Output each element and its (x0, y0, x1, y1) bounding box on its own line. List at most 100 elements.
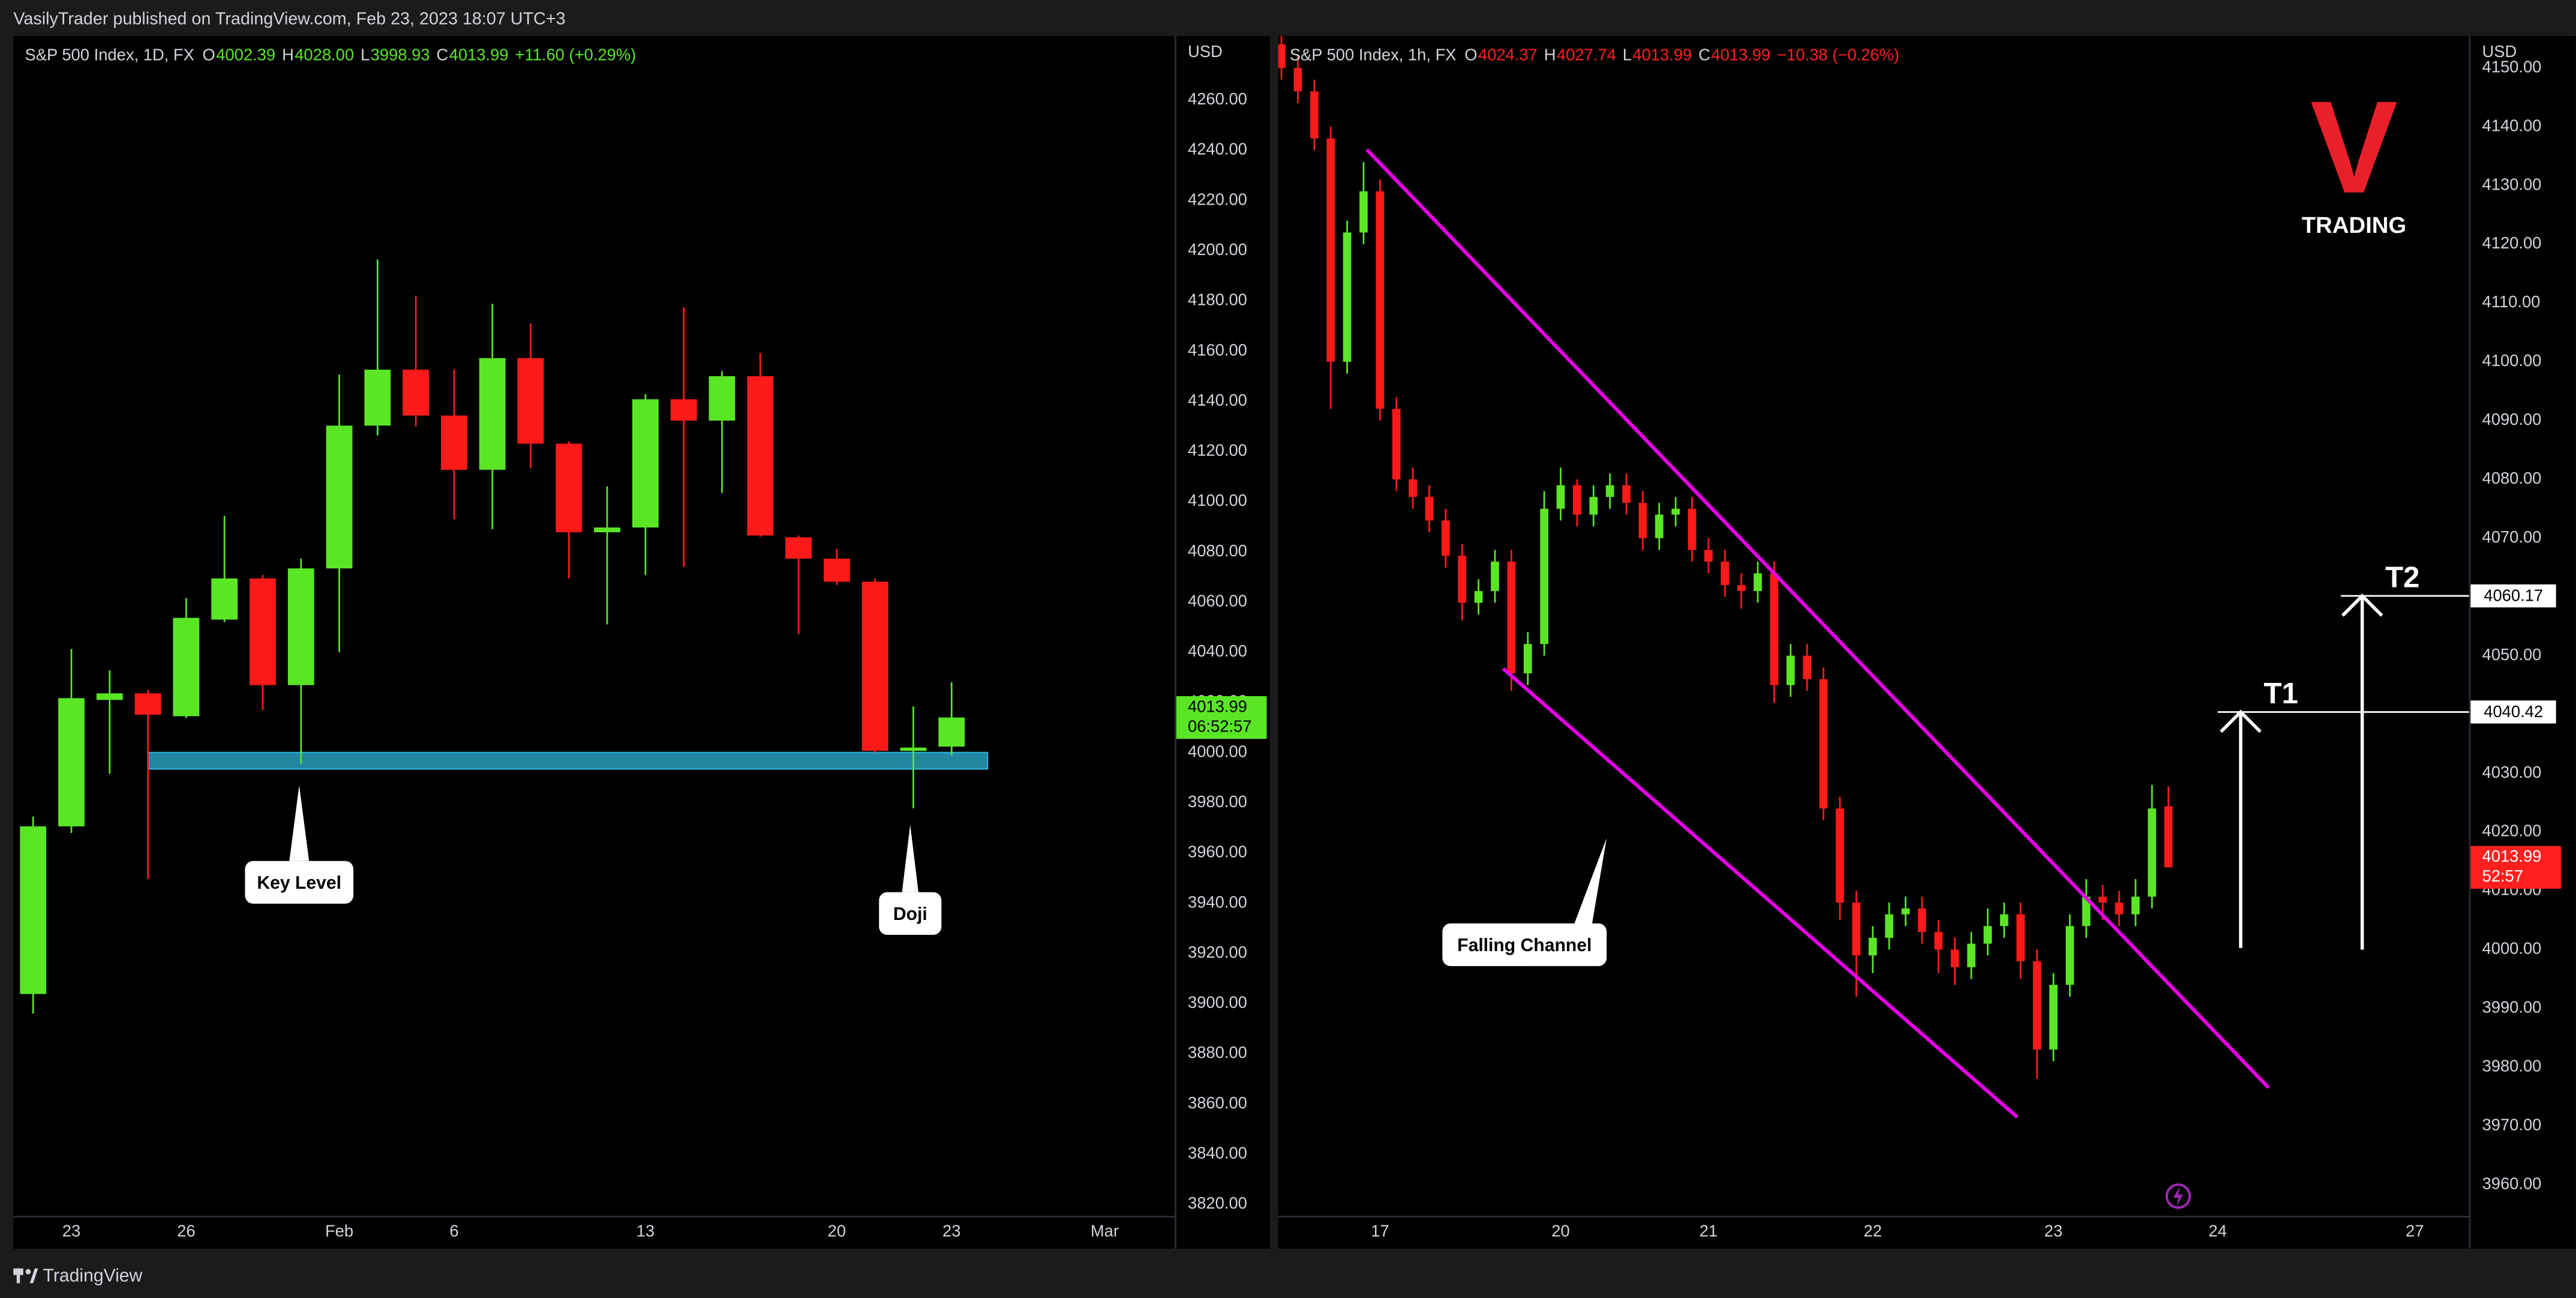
candle-body (1819, 679, 1828, 809)
candle-body (1671, 508, 1680, 515)
legend-text: 4002.39 (216, 45, 275, 64)
candle-body (1540, 508, 1548, 644)
candle-body (1950, 949, 1959, 967)
y-tick-label: 3840.00 (1188, 1143, 1247, 1162)
candle-body (1589, 497, 1598, 515)
legend-text: 4028.00 (295, 45, 354, 64)
candle-body (1918, 908, 1926, 933)
candle-body (1967, 943, 1975, 967)
candle-body (1605, 485, 1614, 497)
candle-body (1721, 561, 1730, 586)
candle-body (2049, 985, 2058, 1050)
y-tick-label: 4260.00 (1188, 89, 1247, 108)
candle-body (1293, 68, 1302, 92)
candle-body (1573, 485, 1581, 515)
candle-body (173, 617, 200, 717)
y-tick-label: 4200.00 (1188, 240, 1247, 259)
candle-body (134, 693, 161, 715)
y-tick-label: 4160.00 (1188, 340, 1247, 359)
legend-text: 4027.74 (1557, 45, 1616, 64)
currency-label: USD (1188, 42, 1223, 61)
y-tick-label: 4000.00 (2482, 939, 2542, 958)
y-tick-label: 3980.00 (1188, 792, 1247, 811)
y-tick-label: 4180.00 (1188, 290, 1247, 309)
y-tick-label: 4130.00 (2482, 175, 2542, 193)
x-tick-label: 26 (177, 1222, 195, 1240)
candle-body (326, 425, 353, 569)
legend-text: +11.60 (+0.29%) (515, 45, 637, 64)
y-tick-label: 3940.00 (1188, 892, 1247, 911)
candle-body (1507, 561, 1516, 674)
callout-text: Falling Channel (1457, 936, 1592, 955)
legend-text: H (282, 45, 294, 64)
x-tick-label: 23 (942, 1222, 960, 1240)
last-price-value: 4013.99 (1188, 697, 1247, 715)
candle-body (1934, 932, 1943, 950)
target-axis-label: 4040.42 (2484, 702, 2543, 721)
target-arrow-head (2341, 593, 2383, 617)
candle-body (1803, 655, 1812, 679)
callout-box (879, 892, 942, 935)
legend-text: 4013.99 (449, 45, 509, 64)
logo-text: TRADING (2302, 212, 2407, 238)
candle-body (1474, 590, 1483, 603)
candle-body (517, 358, 544, 444)
candle-body (2115, 903, 2124, 915)
candle-body (20, 826, 47, 994)
y-tick-label: 3990.00 (2482, 998, 2542, 1017)
candle-body (1655, 514, 1664, 538)
footer-brand: TradingView (43, 1266, 143, 1285)
x-tick-label: 6 (449, 1222, 458, 1240)
legend-text: 4013.99 (1711, 45, 1770, 64)
candle-body (2148, 808, 2157, 897)
target-axis-tag (2470, 700, 2556, 724)
callout-pointer (902, 825, 918, 892)
y-tick-label: 4240.00 (1188, 140, 1247, 158)
candle-body (2098, 897, 2107, 903)
candle-body (58, 698, 85, 827)
chart-pane (1278, 36, 2469, 1216)
candle-body (1392, 409, 1401, 479)
x-tick-label: 22 (1864, 1222, 1882, 1240)
candle-body (2065, 926, 2074, 985)
chart-pane (13, 36, 1175, 1216)
candle-body (670, 399, 697, 421)
candle-body (1343, 232, 1352, 362)
candle-body (1491, 561, 1499, 591)
callout-pointer (289, 785, 310, 861)
y-tick-label: 4070.00 (2482, 527, 2542, 546)
candle-body (1737, 585, 1746, 591)
candle-body (441, 415, 467, 470)
x-tick-label: Feb (325, 1222, 353, 1240)
candle-body (1885, 914, 1893, 938)
candle-body (1868, 937, 1877, 956)
pane-separator (1269, 36, 1278, 1249)
callout-box (245, 861, 354, 904)
candle-body (1688, 508, 1697, 550)
legend-text: H (1544, 45, 1556, 64)
callout-box (1442, 923, 1607, 966)
y-tick-label: 3820.00 (1188, 1194, 1247, 1212)
candle-body (1556, 485, 1565, 509)
last-price-tag (1176, 696, 1267, 739)
candle-body (861, 581, 888, 751)
price-axis (2469, 36, 2576, 1249)
legend-text: S&P 500 Index, 1h, FX (1290, 45, 1457, 64)
legend-text: O (203, 45, 215, 64)
y-tick-label: 3920.00 (1188, 943, 1247, 961)
candle-body (1901, 908, 1910, 915)
y-tick-label: 3960.00 (1188, 843, 1247, 861)
last-price-tag (2470, 846, 2561, 889)
y-tick-label: 4050.00 (2482, 645, 2542, 664)
candle-body (96, 693, 123, 700)
channel-lower (1502, 667, 2019, 1119)
candle-body (708, 376, 735, 421)
x-tick-label: 23 (62, 1222, 80, 1240)
candle-body (1999, 914, 2008, 927)
y-tick-label: 3860.00 (1188, 1093, 1247, 1112)
replay-icon-bolt (2173, 1186, 2184, 1206)
y-tick-label: 3900.00 (1188, 993, 1247, 1012)
candle-body (1622, 485, 1631, 503)
candle-body (1310, 91, 1319, 139)
